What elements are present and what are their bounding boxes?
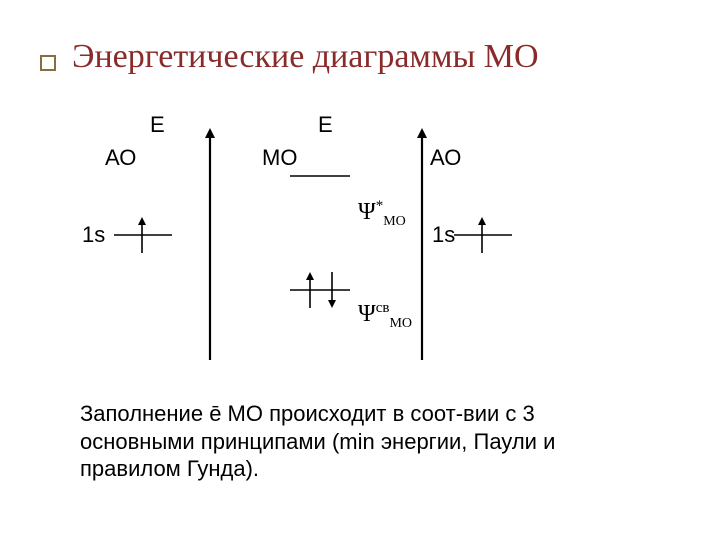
mo-diagram-svg [0,0,720,540]
